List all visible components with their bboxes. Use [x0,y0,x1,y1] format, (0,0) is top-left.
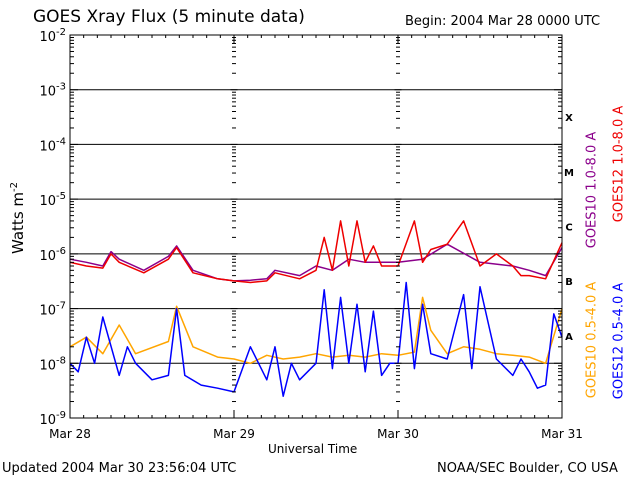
y-tick-label: 10-6 [39,246,66,264]
series-line-3 [69,281,563,397]
y-tick-label: 10-5 [39,191,66,209]
flare-class-label: C [565,223,572,234]
updated-timestamp: Updated 2004 Mar 30 23:56:04 UTC [2,461,237,476]
tick-labels: 10-9 10-8 10-7 10-6 10-5 10-4 10-3 10-2 Mar 28 Ma… [39,27,582,441]
x-axis-label: Universal Time [268,442,358,456]
y-tick-label: 10-7 [39,301,66,319]
legend-goes10-short: GOES10 0.5-4.0 A [584,281,600,399]
legend-goes12-short: GOES12 0.5-4.0 A [611,282,627,400]
begin-time: Begin: 2004 Mar 28 0000 UTC [405,14,601,29]
flare-class-label: X [565,113,573,124]
flare-class-label: A [565,332,573,343]
y-tick-label: 10-8 [39,355,66,373]
series-layer [69,220,563,397]
y-tick-label: 10-3 [39,82,66,100]
x-tick-label: Mar 29 [213,427,255,441]
legend-goes12-long: GOES12 1.0-8.0 A [611,105,627,223]
y-tick-label: 10-2 [39,27,66,45]
series-line-1 [69,220,563,284]
chart-title: GOES Xray Flux (5 minute data) [33,7,305,27]
series-line-2 [69,296,563,365]
tick-marks [69,35,563,419]
x-tick-label: Mar 31 [541,427,583,441]
series-line-0 [69,243,563,282]
y-axis-label: Watts m-2 [9,181,27,255]
x-tick-label: Mar 28 [49,427,91,441]
legend-goes10-long: GOES10 1.0-8.0 A [584,131,600,249]
y-tick-label: 10-9 [39,410,66,428]
x-tick-label: Mar 30 [377,427,419,441]
flare-class-label: M [564,168,574,179]
flare-class-label: B [565,277,573,288]
credit-text: NOAA/SEC Boulder, CO USA [437,461,618,476]
y-tick-label: 10-4 [39,136,66,154]
